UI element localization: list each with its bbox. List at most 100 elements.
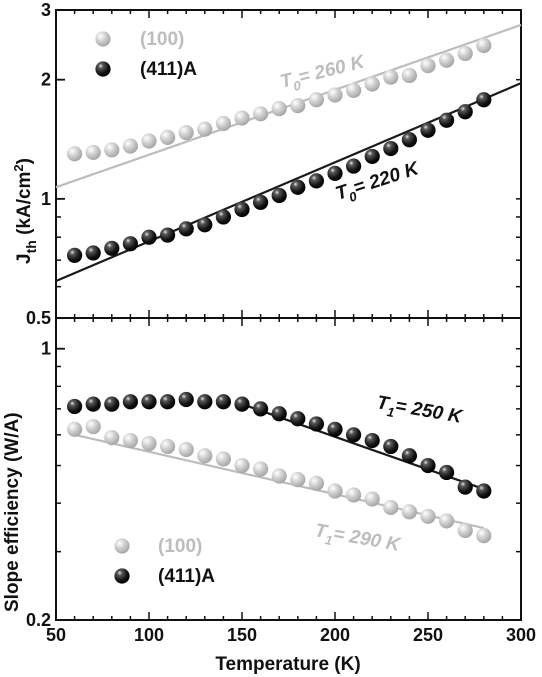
data-point: [401, 448, 417, 464]
data-point: [327, 421, 343, 437]
data-point: [160, 227, 176, 243]
legend-marker-100-bottom: [114, 538, 130, 554]
data-point: [364, 432, 380, 449]
data-point: [327, 87, 343, 103]
legend-marker: [95, 31, 111, 47]
data-point: [178, 391, 194, 408]
data-point: [327, 483, 343, 499]
data-point: [197, 448, 213, 464]
legend-label-100-bottom: (100): [158, 536, 202, 557]
data-point: [383, 69, 399, 85]
data-point: [308, 475, 324, 491]
data-point: [476, 37, 492, 54]
data-point: [67, 398, 83, 415]
data-point: [141, 229, 157, 245]
data-point: [197, 121, 213, 137]
data-point: [457, 479, 473, 495]
x-tick-label: 100: [134, 625, 164, 645]
data-point: [178, 441, 194, 458]
y-tick-label: 3: [41, 0, 51, 20]
data-point: [215, 394, 231, 410]
data-point: [160, 129, 176, 145]
data-point: [401, 67, 417, 84]
data-point: [104, 396, 120, 412]
data-point: [476, 527, 492, 544]
x-tick-label: 200: [320, 625, 350, 645]
data-point: [253, 461, 269, 477]
annotation-t1-250: T1= 250 K: [374, 392, 465, 432]
data-point: [457, 45, 473, 62]
data-point: [271, 406, 287, 422]
x-tick-label: 50: [46, 625, 66, 645]
y-tick-label: 0.2: [26, 610, 51, 630]
data-point: [439, 112, 455, 128]
svg-text:T1= 250 K: T1= 250 K: [374, 392, 464, 432]
data-point: [271, 101, 287, 117]
legend-marker-100-top: [95, 31, 111, 47]
data-point: [457, 522, 473, 539]
data-point: [383, 499, 399, 516]
bottom-legend: (100) (411)A: [114, 536, 215, 587]
top-panel-ticks: 0.5 1 2 3: [26, 0, 522, 328]
data-point: [67, 421, 83, 437]
fit-line: [55, 82, 522, 283]
data-points: [67, 37, 492, 544]
data-point: [346, 158, 362, 174]
data-point: [383, 140, 399, 157]
x-tick-label: 300: [506, 625, 536, 645]
y-tick-label: 1: [41, 189, 51, 209]
data-point: [327, 165, 343, 181]
data-point: [160, 394, 176, 410]
data-point: [141, 394, 157, 410]
annotation-t1-290: T1= 290 K: [312, 520, 403, 560]
data-point: [271, 187, 287, 204]
svg-text:T1= 290 K: T1= 290 K: [312, 520, 402, 560]
data-point: [346, 487, 362, 503]
y-tick-label: 0.5: [26, 308, 51, 328]
data-point: [439, 464, 455, 481]
data-point: [364, 148, 380, 165]
x-tick-label: 250: [413, 625, 443, 645]
data-point: [346, 82, 362, 98]
y-tick-label: 2: [41, 70, 51, 90]
data-point: [420, 508, 436, 524]
y-tick-label: 1: [41, 339, 51, 359]
data-point: [420, 457, 436, 474]
legend-marker-411a-bottom: [114, 568, 130, 584]
bottom-y-axis-label: Slope efficiency (W/A): [2, 412, 23, 612]
data-point: [271, 468, 287, 484]
data-point: [234, 396, 250, 412]
data-point: [85, 419, 101, 435]
bottom-panel-frame: [55, 317, 522, 621]
data-point: [197, 394, 213, 410]
data-point: [308, 416, 324, 432]
legend-marker: [114, 538, 130, 554]
data-point: [104, 142, 120, 158]
data-point: [308, 173, 324, 189]
data-point: [122, 394, 138, 410]
data-point: [290, 179, 306, 195]
data-point: [234, 457, 250, 474]
data-point: [253, 401, 269, 417]
data-point: [476, 483, 492, 499]
data-point: [104, 430, 120, 446]
legend-marker: [95, 61, 111, 77]
data-point: [67, 146, 83, 162]
legend-label-100-top: (100): [140, 29, 184, 50]
data-point: [85, 396, 101, 412]
x-tick-label: 150: [227, 625, 257, 645]
data-point: [290, 98, 306, 114]
legend-marker: [114, 568, 130, 584]
data-point: [439, 52, 455, 68]
data-point: [160, 438, 176, 455]
data-point: [85, 245, 101, 261]
data-point: [141, 133, 157, 149]
data-point: [234, 201, 250, 218]
data-point: [122, 236, 138, 252]
svg-text:Jth (kA/cm2): Jth (kA/cm2): [11, 158, 39, 264]
data-point: [290, 472, 306, 488]
data-point: [234, 110, 250, 126]
fit-line: [55, 23, 522, 189]
